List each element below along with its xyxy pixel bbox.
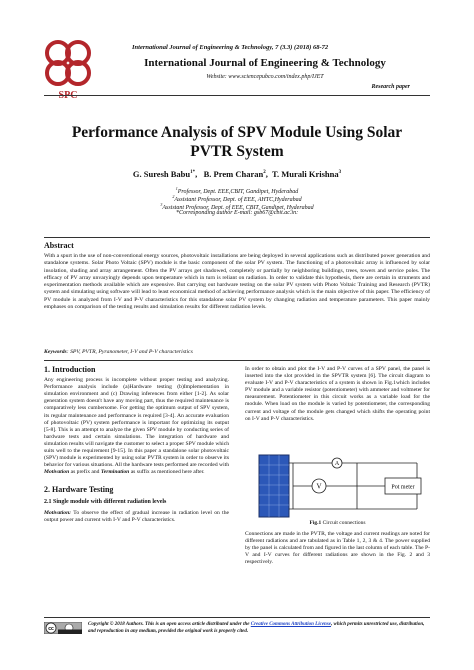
paper-type: Research paper [371,84,411,90]
affiliation-1: 1Professor, Dept. EEE,CBIT, Gandipet, Hy… [175,186,299,195]
paper-title: Performance Analysis of SPV Module Using… [44,123,430,161]
ammeter-label: A [335,461,340,467]
author-3-sup: 3 [338,170,342,176]
intro-heading: 1. Introduction [44,365,96,374]
left-column: 1. Introduction Any engineering process … [44,365,229,524]
title-line-1: Performance Analysis of SPV Module Using… [71,124,403,141]
title-line-2: PVTR System [190,143,284,160]
motivation-term: Motivation [44,469,70,476]
author-2: B. Prem Charan [203,169,264,179]
author-1: G. Suresh Babu [132,169,191,179]
hardware-paragraph: Motivation: To observe the effect of gra… [44,509,229,523]
cc-license-icon: cc [44,622,82,634]
corresponding-author: *Corresponding author E-mail: gsb67@cbit… [175,210,299,216]
right-column-bottom: Connections are made in the PVTR, the vo… [245,531,430,566]
ammeter-icon [331,457,343,469]
termination-term: Termination [100,469,130,476]
author-1-sup: 1 [190,170,193,176]
abstract-top-rule [44,237,430,238]
footer-rule [44,617,430,618]
figure-caption: Fig.1 Circuit connections [309,520,366,526]
journal-title: International Journal of Engineering & T… [144,57,386,69]
footer-copyright: Copyright © 2018 Authors. This is an ope… [88,622,425,634]
cc-label: cc [48,626,54,632]
potentiometer-label: Pot meter [391,485,414,491]
affiliation-3: 3Assistant Professor, Dept. of EEE, CBIT… [160,202,314,211]
abstract-text: With a spurt in the use of non-conventio… [44,253,430,311]
affiliation-2: 2Assistant Professor, Dept. of EEE, AHTC… [172,194,302,203]
license-link[interactable]: Creative Commons Attribution License [250,622,331,627]
author-1-mark: * [192,170,196,176]
journal-website: Website: www.sciencepubco.com/index.php/… [206,74,324,80]
spc-logo: SPC [45,40,91,101]
voltmeter-label: V [316,483,321,491]
keywords-label: Keywords [44,349,67,355]
right-column-top: In order to obtain and plot the I-V and … [245,366,430,422]
hardware-heading: 2. Hardware Testing [44,485,114,495]
journal-citation: International Journal of Engineering & T… [132,44,329,51]
keywords: Keywords: SPV, PVTR, Pyranometer, I-V an… [44,349,430,355]
author-list: G. Suresh Babu1*, B. Prem Charan2, T. Mu… [132,169,342,179]
intro-paragraph: Any engineering process is incomplete wi… [44,377,229,476]
abstract-heading: Abstract [44,241,74,250]
author-2-sup: 2 [263,170,266,176]
figure-label: Fig.1 [309,520,322,526]
keywords-text: : SPV, PVTR, Pyranometer, I-V and P-V ch… [66,349,193,355]
hardware-subheading: 2.1 Single module with different radiati… [44,498,167,505]
header-rule [44,95,430,96]
author-3: T. Murali Krishna [271,169,339,179]
abstract-bottom-rule [44,360,430,361]
solar-panel-icon [258,454,290,518]
hw-motivation-label: Motivation: [44,509,72,516]
circuit-figure: V A Pot meter [258,454,422,518]
